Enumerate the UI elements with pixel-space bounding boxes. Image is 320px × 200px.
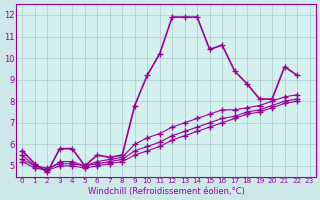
X-axis label: Windchill (Refroidissement éolien,°C): Windchill (Refroidissement éolien,°C)	[87, 187, 244, 196]
